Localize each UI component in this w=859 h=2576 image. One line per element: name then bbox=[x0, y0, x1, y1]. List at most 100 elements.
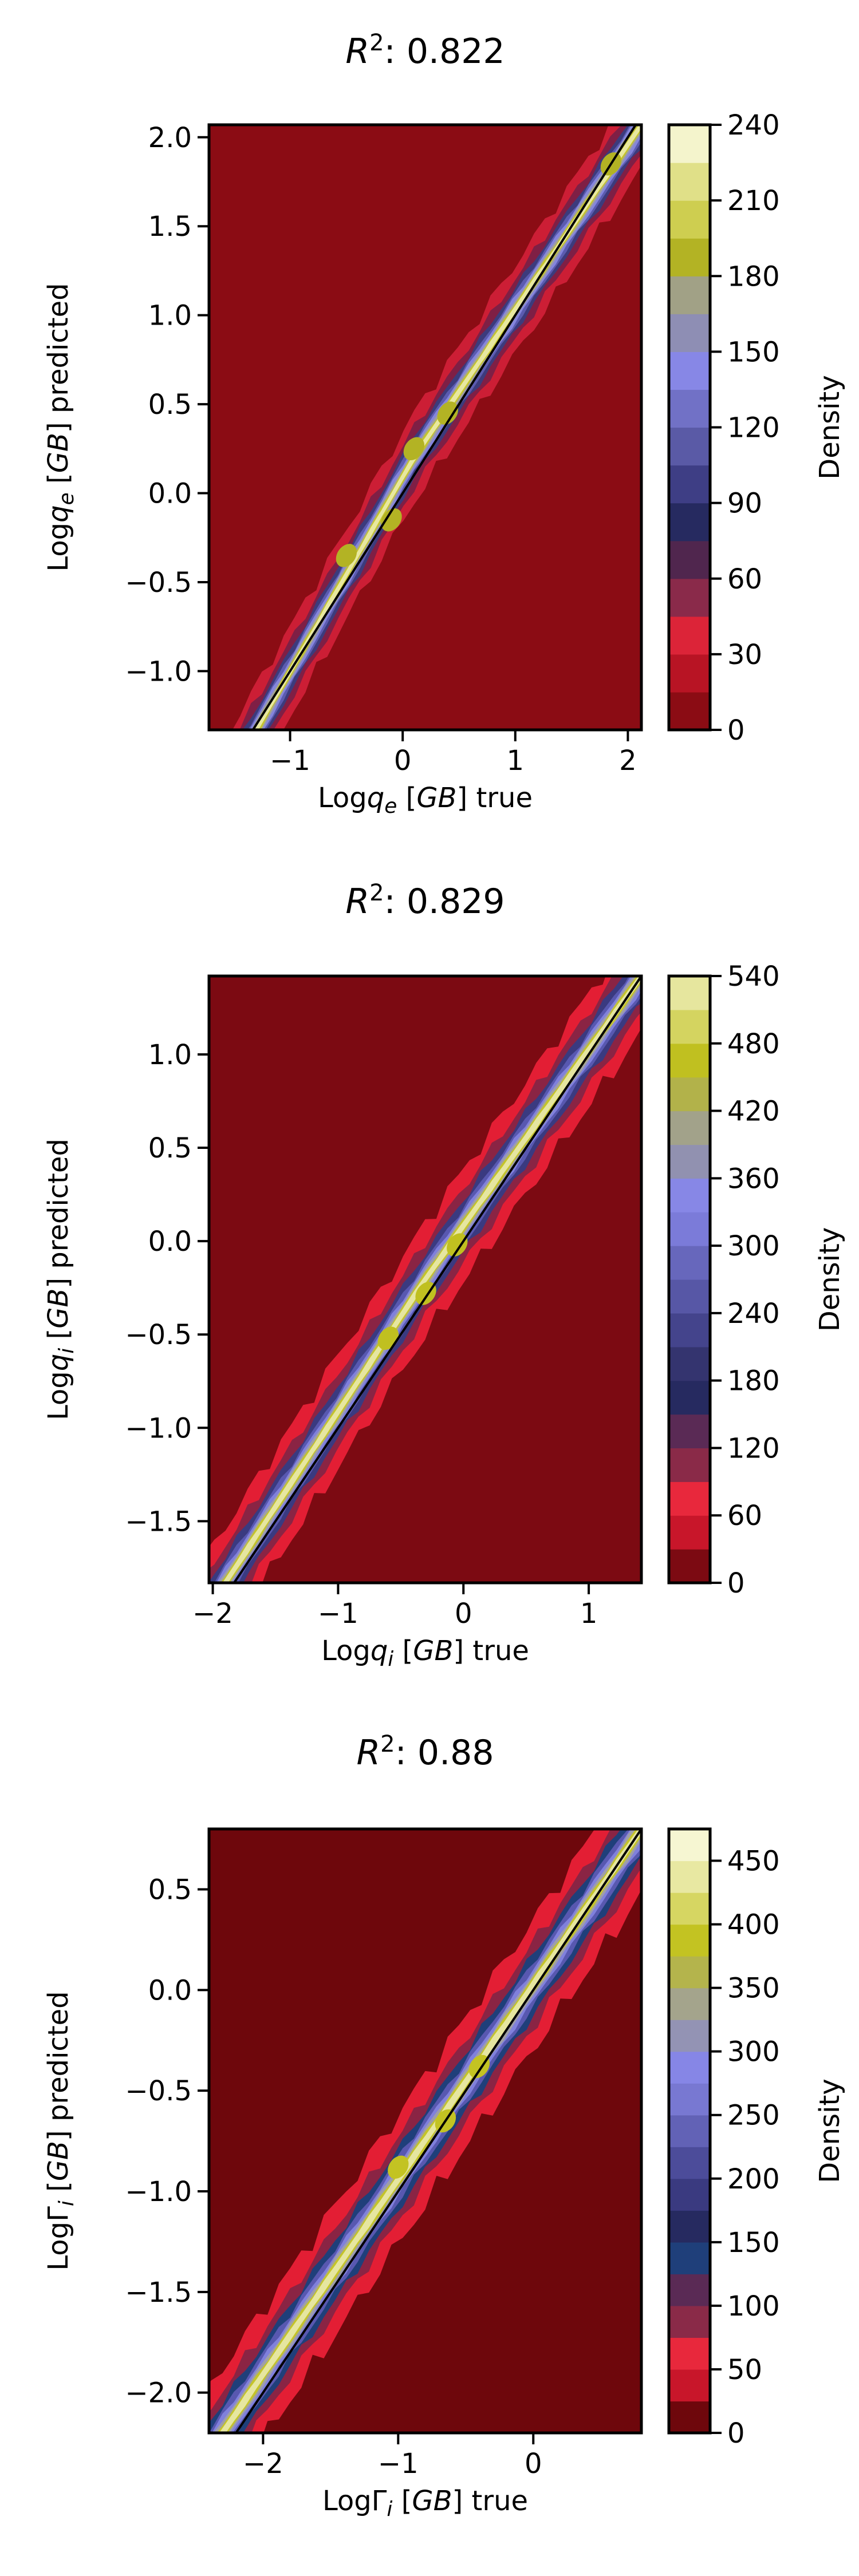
density-hotspot-2 bbox=[447, 1233, 468, 1257]
x-tick-label: 0 bbox=[525, 2448, 542, 2480]
density-band-8 bbox=[222, 976, 641, 1583]
y-tick-label: 0.0 bbox=[148, 1226, 192, 1258]
colorbar-tick-label: 50 bbox=[727, 2354, 762, 2386]
colorbar-label: Density bbox=[814, 375, 846, 479]
density-contours bbox=[209, 1829, 641, 2433]
colorbar-segment bbox=[669, 2401, 710, 2433]
chart-3: −2 −1 0 −2.0 −1.5 −1.0 −0.5 0.0 0.5 LogΓi [GB] tr… bbox=[42, 1731, 846, 2521]
colorbar: 0 50 100 150 200 250 300 350 400 450 Density bbox=[667, 1827, 846, 2449]
colorbar-tick-label: 360 bbox=[727, 1163, 780, 1195]
x-tick-label: −1 bbox=[270, 745, 310, 777]
colorbar: 0 60 120 180 240 300 360 420 480 540 Density bbox=[667, 961, 846, 1599]
colorbar-segment bbox=[669, 2305, 710, 2338]
y-tick-label: 0.5 bbox=[148, 1132, 192, 1164]
colorbar-segment bbox=[669, 1549, 710, 1583]
colorbar-frame bbox=[667, 1827, 712, 2435]
y-tick-label: −0.5 bbox=[125, 2075, 192, 2107]
y-tick-label: −1.5 bbox=[125, 1506, 192, 1538]
colorbar-segment bbox=[669, 2274, 710, 2306]
colorbar-segment bbox=[669, 276, 710, 314]
colorbar-segment bbox=[669, 1346, 710, 1381]
colorbar-tick-label: 60 bbox=[727, 1500, 762, 1532]
plot-frame bbox=[207, 974, 643, 1585]
colorbar-segment bbox=[669, 1448, 710, 1482]
colorbar-label: Density bbox=[814, 1227, 846, 1332]
colorbar-tick-label: 120 bbox=[727, 412, 780, 444]
y-axis-label: Logqi [GB] predicted bbox=[42, 1139, 78, 1420]
x-tick-label: −1 bbox=[318, 1598, 358, 1630]
y-tick-label: −0.5 bbox=[125, 1319, 192, 1351]
y-tick-label: 0.5 bbox=[148, 1874, 192, 1906]
density-band-8 bbox=[219, 1829, 641, 2433]
chart-title: R2: 0.829 bbox=[345, 880, 505, 922]
x-tick-label: −2 bbox=[192, 1598, 233, 1630]
y-tick-label: −2.0 bbox=[125, 2377, 192, 2409]
colorbar-segment bbox=[669, 1860, 710, 1893]
y-tick-label: −1.5 bbox=[125, 2277, 192, 2309]
y-tick-label: 1.0 bbox=[148, 1039, 192, 1071]
y-tick-label: 2.0 bbox=[148, 122, 192, 154]
colorbar-frame bbox=[667, 974, 712, 1585]
x-tick-label: 1 bbox=[580, 1598, 598, 1630]
colorbar-segment bbox=[669, 2210, 710, 2243]
colorbar-segment bbox=[669, 1893, 710, 1925]
chart-2: −2 −1 0 1 −1.5 −1.0 −0.5 0.0 0.5 1.0 Logqi [GB] tr… bbox=[42, 880, 846, 1671]
colorbar-segment bbox=[669, 976, 710, 1010]
colorbar-segment bbox=[669, 616, 710, 655]
colorbar-tick-label: 150 bbox=[727, 2227, 780, 2259]
colorbar-segment bbox=[669, 654, 710, 693]
colorbar-tick-label: 100 bbox=[727, 2290, 780, 2322]
colorbar: 0 30 60 90 120 150 180 210 240 Density bbox=[667, 109, 846, 746]
colorbar-segment bbox=[669, 2020, 710, 2052]
y-tick-label: −0.5 bbox=[125, 567, 192, 599]
colorbar-segment bbox=[669, 314, 710, 352]
colorbar-tick-label: 120 bbox=[727, 1432, 780, 1464]
colorbar-segment bbox=[669, 1924, 710, 1957]
chart-title: R2: 0.822 bbox=[345, 30, 505, 72]
colorbar-segment bbox=[669, 1380, 710, 1415]
colorbar-tick-label: 0 bbox=[727, 1567, 745, 1599]
identity-line bbox=[233, 976, 641, 1583]
colorbar-segment bbox=[669, 1178, 710, 1212]
density-contours bbox=[209, 976, 641, 1583]
plot-frame bbox=[207, 123, 643, 732]
colorbar-segment bbox=[669, 1043, 710, 1078]
density-hotspot-4 bbox=[437, 401, 459, 425]
chart-title: R2: 0.88 bbox=[356, 1731, 494, 1773]
x-axis-label: Logqi [GB] true bbox=[321, 1635, 529, 1671]
chart-1: −1 0 1 2 −1.0 −0.5 0.0 0.5 1.0 1.5 2.0 Logqe [GB] t… bbox=[42, 30, 846, 818]
colorbar-tick-label: 200 bbox=[727, 2163, 780, 2195]
colorbar-segment bbox=[669, 389, 710, 428]
colorbar-segment bbox=[669, 1144, 710, 1179]
colorbar-segment bbox=[669, 1313, 710, 1348]
colorbar-segment bbox=[669, 1988, 710, 2020]
colorbar-segment bbox=[669, 238, 710, 276]
colorbar-segment bbox=[669, 2051, 710, 2084]
density-hotspot-2 bbox=[336, 544, 357, 567]
colorbar-tick-label: 480 bbox=[727, 1028, 780, 1060]
y-tick-label: 1.5 bbox=[148, 211, 192, 243]
colorbar-tick-label: 300 bbox=[727, 1230, 780, 1262]
colorbar-segment bbox=[669, 578, 710, 617]
colorbar-segment bbox=[669, 1009, 710, 1044]
colorbar-segment bbox=[669, 540, 710, 579]
colorbar-tick-label: 350 bbox=[727, 1973, 780, 2005]
x-tick-label: −1 bbox=[378, 2448, 419, 2480]
density-hotspot-1 bbox=[403, 437, 425, 461]
colorbar-tick-label: 420 bbox=[727, 1096, 780, 1128]
colorbar-tick-label: 0 bbox=[727, 2417, 745, 2449]
colorbar-segment bbox=[669, 427, 710, 466]
colorbar-segment bbox=[669, 2337, 710, 2370]
colorbar-tick-label: 210 bbox=[727, 185, 780, 217]
density-hotspot-3 bbox=[381, 508, 402, 532]
y-tick-label: −1.0 bbox=[125, 2176, 192, 2208]
colorbar-tick-label: 250 bbox=[727, 2100, 780, 2132]
colorbar-tick-label: 180 bbox=[727, 260, 780, 293]
y-tick-label: 0.0 bbox=[148, 1974, 192, 2006]
colorbar-tick-label: 90 bbox=[727, 488, 762, 520]
identity-line bbox=[251, 125, 637, 730]
x-tick-label: −2 bbox=[243, 2448, 283, 2480]
colorbar-segment bbox=[669, 1111, 710, 1145]
colorbar-segment bbox=[669, 125, 710, 163]
